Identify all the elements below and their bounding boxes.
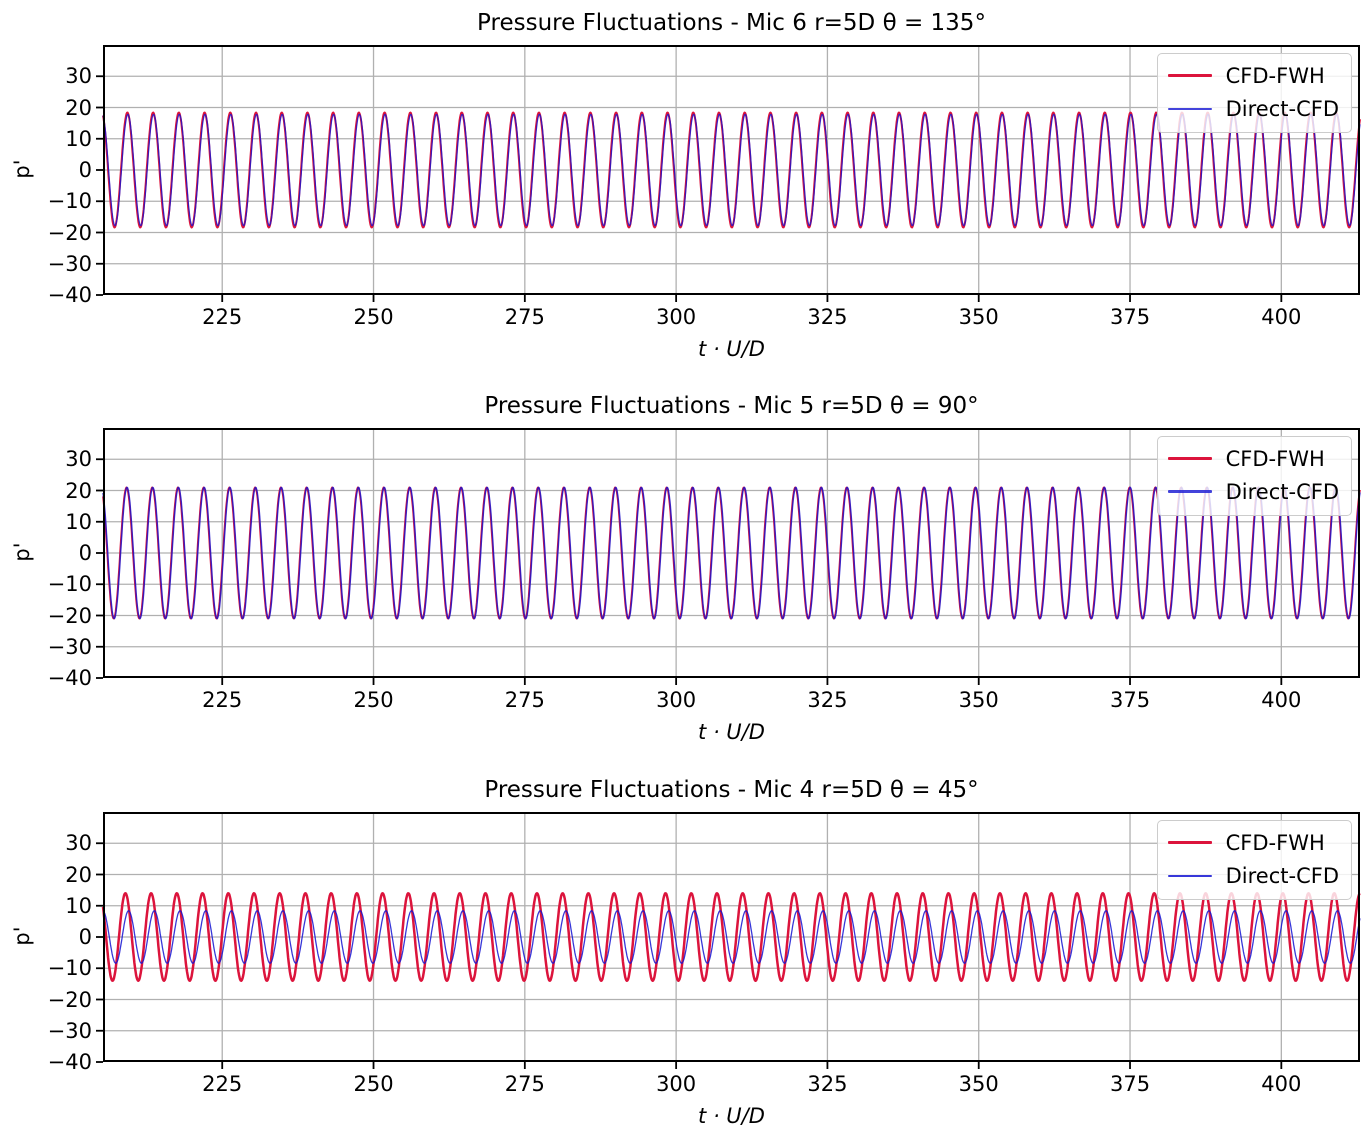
x-tick-label: 300 [656, 1072, 697, 1096]
x-tick-label: 375 [1109, 688, 1151, 712]
x-tick-label: 400 [1261, 1072, 1302, 1096]
legend-line-swatch [1167, 74, 1212, 77]
y-tick-label: 20 [65, 478, 92, 503]
legend-line-swatch [1167, 490, 1212, 493]
x-tick-label: 350 [958, 1072, 999, 1096]
x-axis-label: t · U/D [698, 720, 765, 744]
y-tick-label: −40 [47, 1050, 92, 1074]
legend-label: CFD-FWH [1225, 830, 1325, 855]
x-tick-label: 225 [202, 1072, 243, 1096]
x-tick-label: 375 [1109, 1072, 1151, 1096]
legend-item-cfd-fwh: CFD-FWH [1167, 442, 1339, 475]
x-tick-label: 275 [504, 688, 545, 712]
y-tick-label: −10 [47, 189, 92, 214]
legend: CFD-FWH Direct-CFD [1156, 53, 1352, 133]
x-axis-label: t · U/D [698, 1104, 765, 1128]
y-tick-label: −40 [47, 283, 92, 307]
y-tick-label: −30 [47, 1018, 92, 1043]
legend-item-direct-cfd: Direct-CFD [1167, 92, 1339, 125]
x-tick-label: 400 [1261, 305, 1302, 329]
plot-title: Pressure Fluctuations - Mic 4 r=5D θ = 4… [484, 777, 979, 803]
legend: CFD-FWH Direct-CFD [1156, 436, 1352, 516]
y-tick-label: 0 [78, 158, 92, 182]
legend-item-cfd-fwh: CFD-FWH [1167, 826, 1339, 859]
x-tick-label: 325 [807, 1072, 848, 1096]
y-tick-label: 0 [78, 925, 92, 949]
y-tick-label: −20 [47, 220, 92, 245]
y-tick-label: −10 [47, 956, 92, 981]
y-tick-label: 20 [65, 862, 92, 887]
x-tick-label: 300 [656, 688, 697, 712]
y-tick-label: 20 [65, 95, 92, 120]
plot-title: Pressure Fluctuations - Mic 6 r=5D θ = 1… [477, 10, 986, 36]
legend-line-swatch [1167, 107, 1212, 110]
legend-label: CFD-FWH [1225, 446, 1325, 471]
x-tick-label: 250 [353, 1072, 394, 1096]
plot-area [96, 45, 1361, 302]
x-tick-label: 350 [958, 305, 999, 329]
plot-area [96, 428, 1361, 685]
x-tick-label: 275 [504, 1072, 545, 1096]
x-tick-label: 225 [202, 688, 243, 712]
x-tick-label: 250 [353, 305, 394, 329]
x-tick-label: 250 [353, 688, 394, 712]
legend-line-swatch [1167, 840, 1212, 845]
legend-line-swatch [1167, 457, 1212, 460]
x-tick-label: 325 [807, 305, 848, 329]
y-tick-label: 10 [65, 509, 92, 534]
legend-label: Direct-CFD [1225, 863, 1339, 888]
y-tick-label: 30 [65, 64, 92, 89]
legend-item-direct-cfd: Direct-CFD [1167, 859, 1339, 892]
y-tick-label: −30 [47, 634, 92, 659]
y-tick-label: 30 [65, 831, 92, 856]
y-tick-label: −10 [47, 572, 92, 597]
plot-area [96, 812, 1361, 1069]
legend: CFD-FWH Direct-CFD [1156, 820, 1352, 900]
x-tick-label: 275 [504, 305, 545, 329]
plot-title: Pressure Fluctuations - Mic 5 r=5D θ = 9… [484, 393, 979, 419]
y-tick-label: −30 [47, 251, 92, 276]
x-tick-label: 375 [1109, 305, 1151, 329]
x-tick-label: 350 [958, 688, 999, 712]
x-tick-label: 400 [1261, 688, 1302, 712]
y-tick-label: −20 [47, 603, 92, 628]
y-tick-label: 10 [65, 893, 92, 918]
y-tick-label: 30 [65, 447, 92, 472]
legend-label: CFD-FWH [1225, 63, 1325, 88]
legend-item-cfd-fwh: CFD-FWH [1167, 59, 1339, 92]
x-tick-label: 325 [807, 688, 848, 712]
y-tick-label: −20 [47, 987, 92, 1012]
legend-label: Direct-CFD [1225, 479, 1339, 504]
legend-label: Direct-CFD [1225, 96, 1339, 121]
x-axis-label: t · U/D [698, 337, 765, 361]
y-tick-label: 0 [78, 541, 92, 565]
y-tick-label: 10 [65, 126, 92, 151]
legend-item-direct-cfd: Direct-CFD [1167, 475, 1339, 508]
x-tick-label: 300 [656, 305, 697, 329]
x-tick-label: 225 [202, 305, 243, 329]
legend-line-swatch [1167, 874, 1212, 877]
y-tick-label: −40 [47, 666, 92, 690]
